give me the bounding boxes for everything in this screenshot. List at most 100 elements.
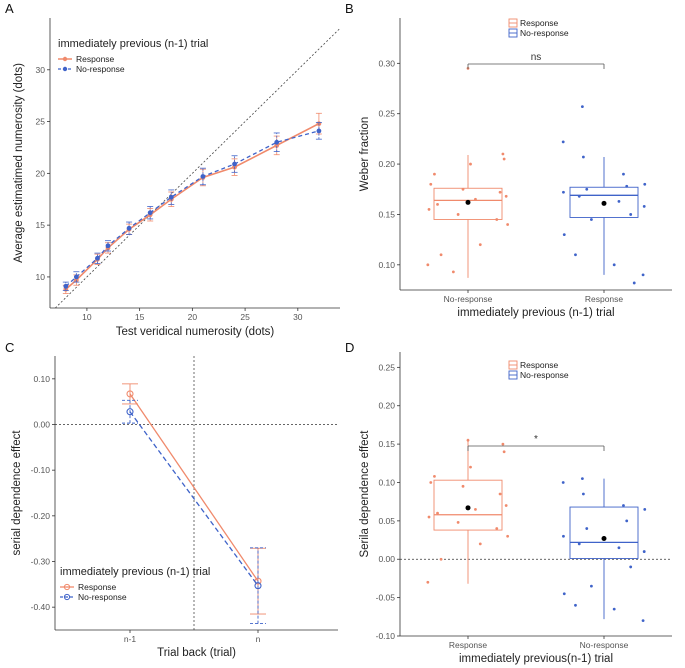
b-jitter-point <box>580 105 584 109</box>
a-data-point <box>274 139 280 145</box>
c-legend-response: Response <box>78 582 117 592</box>
b-significance-label: ns <box>531 52 542 63</box>
d-jitter-point <box>427 515 431 519</box>
a-legend-key-dot <box>62 56 68 62</box>
d-jitter-point <box>506 534 510 538</box>
d-jitter-point <box>585 527 589 530</box>
c-y-axis-label: serial dependence effect <box>11 430 23 556</box>
d-jitter-point <box>561 481 565 484</box>
b-jitter-point <box>474 197 477 201</box>
b-jitter-point <box>642 204 646 208</box>
a-data-point <box>232 161 237 167</box>
panel-label-c: C <box>5 340 14 355</box>
c-series-line-response <box>129 393 259 582</box>
b-jitter-point <box>632 281 636 285</box>
c-series-line-no-response <box>129 411 259 587</box>
c-data-point <box>254 582 262 590</box>
a-data-point <box>73 274 79 280</box>
d-jitter-point <box>629 565 633 569</box>
c-x-axis-label: Trial back (trial) <box>157 647 236 659</box>
b-jitter-point <box>495 218 499 221</box>
a-identity-line <box>54 28 341 309</box>
d-x-axis-label: immediately previous(n-1) trial <box>459 653 613 665</box>
a-x-tick-label: 20 <box>188 312 198 322</box>
d-jitter-point <box>617 546 621 550</box>
b-y-tick-label: 0.10 <box>378 260 395 270</box>
b-jitter-point <box>585 187 589 191</box>
d-jitter-point <box>426 580 430 584</box>
b-jitter-point <box>478 243 482 247</box>
a-y-tick-label: 15 <box>36 220 46 230</box>
b-x-tick-label: Response <box>585 294 624 304</box>
d-jitter-point <box>429 481 433 484</box>
b-jitter-point <box>502 157 506 161</box>
d-legend-response: Response <box>520 360 559 370</box>
c-y-tick-label: 0.00 <box>33 420 50 430</box>
b-mean-point <box>601 200 607 206</box>
c-x-tick-label: n-1 <box>124 634 137 644</box>
a-y-tick-label: 30 <box>36 65 46 75</box>
b-jitter-point <box>562 190 565 194</box>
b-mean-point <box>465 199 471 205</box>
c-legend-key-dot <box>63 593 71 601</box>
d-y-tick-label: 0.05 <box>378 516 395 526</box>
c-y-tick-label: -0.20 <box>31 511 51 521</box>
d-y-tick-label: 0.10 <box>378 477 395 487</box>
d-jitter-point <box>504 504 508 507</box>
a-legend-title: immediately previous (n-1) trial <box>58 38 208 50</box>
c-x-tick-label: n <box>256 634 261 644</box>
a-data-point <box>316 128 322 134</box>
d-y-tick-label: -0.10 <box>376 631 396 641</box>
d-jitter-point <box>502 450 506 454</box>
d-jitter-point <box>433 474 436 478</box>
b-jitter-point <box>612 263 616 267</box>
d-jitter-point <box>461 484 465 488</box>
b-y-tick-label: 0.20 <box>378 159 395 169</box>
b-jitter-point <box>577 194 581 198</box>
c-y-tick-label: 0.10 <box>33 374 50 384</box>
b-jitter-point <box>429 182 433 186</box>
d-legend-no-response: No-response <box>520 370 569 380</box>
b-jitter-point <box>436 202 439 206</box>
panel-label-a: A <box>5 1 14 16</box>
d-y-tick-label: -0.05 <box>376 593 396 603</box>
b-jitter-point <box>622 172 625 176</box>
b-y-tick-label: 0.25 <box>378 109 395 119</box>
a-y-tick-label: 20 <box>36 168 46 178</box>
d-jitter-point <box>580 477 584 481</box>
d-jitter-point <box>495 527 499 530</box>
d-y-tick-label: 0.25 <box>378 362 395 372</box>
b-y-axis-label: Weber fraction <box>359 117 371 192</box>
a-legend-response: Response <box>76 54 115 64</box>
d-mean-point <box>601 536 607 542</box>
a-data-point <box>168 194 174 200</box>
b-jitter-point <box>427 208 431 211</box>
b-jitter-point <box>506 223 510 226</box>
b-jitter-point <box>498 190 502 194</box>
d-jitter-point <box>562 534 565 538</box>
a-y-tick-label: 25 <box>36 117 46 127</box>
a-data-point <box>147 210 153 216</box>
d-jitter-point <box>436 511 439 515</box>
d-y-tick-label: 0.00 <box>378 554 395 564</box>
c-y-tick-label: -0.30 <box>31 557 51 567</box>
d-jitter-point <box>474 507 477 511</box>
b-jitter-point <box>433 172 436 176</box>
b-y-tick-label: 0.15 <box>378 209 395 219</box>
d-jitter-point <box>478 542 482 546</box>
b-jitter-point <box>574 253 577 257</box>
b-jitter-point <box>456 213 460 216</box>
a-legend-key-dot <box>62 66 68 72</box>
d-jitter-point <box>439 557 443 561</box>
d-jitter-point <box>469 465 472 469</box>
b-jitter-point <box>504 194 508 198</box>
b-jitter-point <box>643 182 647 186</box>
d-jitter-point <box>456 521 460 524</box>
d-jitter-point <box>625 519 629 523</box>
c-data-point <box>126 408 134 416</box>
b-jitter-point <box>461 187 465 191</box>
c-y-tick-label: -0.10 <box>31 465 51 475</box>
b-jitter-point <box>581 155 585 159</box>
b-jitter-point <box>501 152 505 156</box>
